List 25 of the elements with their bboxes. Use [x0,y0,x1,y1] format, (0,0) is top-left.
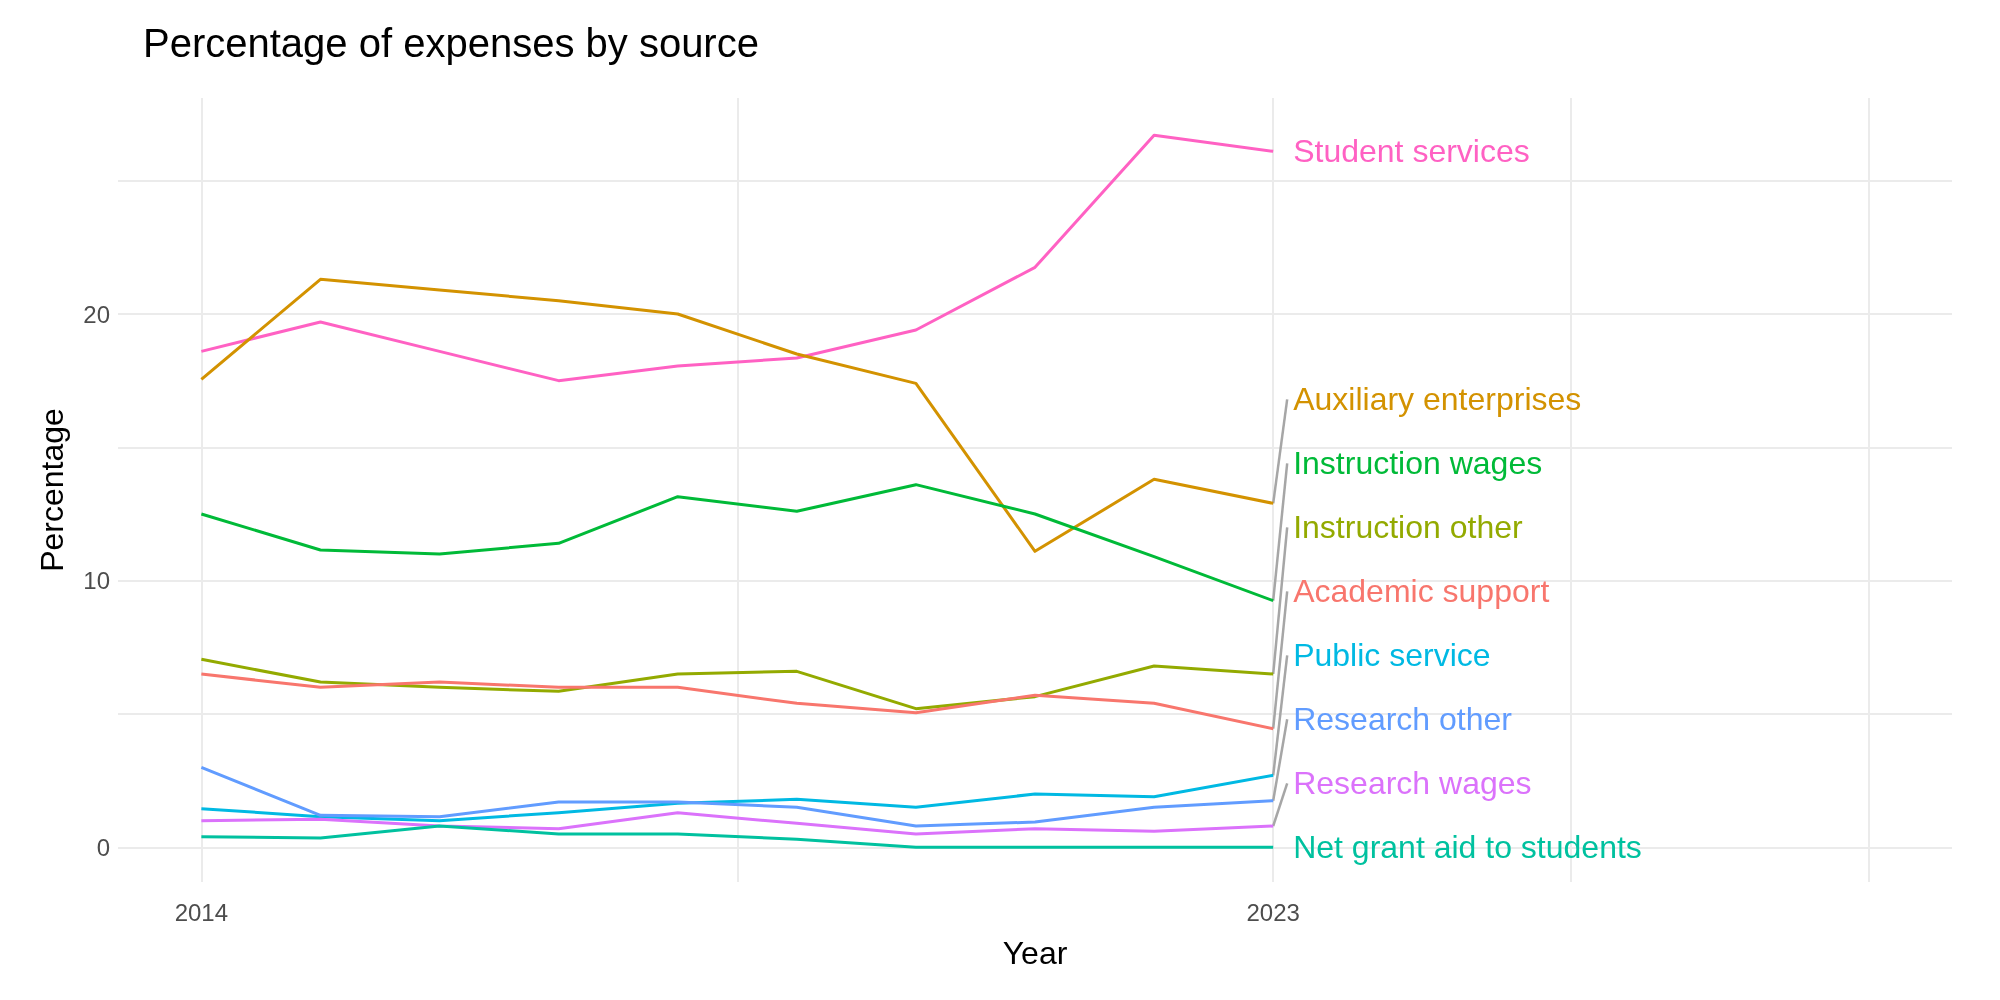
line-series [199,133,1275,383]
x-tick-label: 2014 [174,898,229,926]
line-series [199,773,1275,823]
line-series [199,483,1275,603]
series-label: Net grant aid to students [1293,829,1642,866]
x-axis-title: Year [1002,935,1068,971]
text: Auxiliary enterprises [1293,381,1582,418]
line-series [199,811,1275,836]
series-label: Research wages [1293,765,1532,802]
text: Public service [1293,637,1491,674]
text: Research other [1293,701,1513,738]
text: Academic support [1293,573,1550,610]
line-series [199,824,1275,849]
chart-title: Percentage of expenses by source [143,21,759,65]
x-tick-label: 2023 [1246,898,1300,926]
line-series [199,765,1275,828]
series-label: Student services [1293,133,1530,170]
text: Instruction other [1293,509,1523,546]
y-tick-label: 0 [96,833,110,861]
y-tick-label: 20 [83,300,110,328]
y-axis-title: Percentage [34,408,70,572]
line-series [199,672,1275,731]
line-series [199,277,1275,553]
text: Instruction wages [1293,445,1543,482]
y-tick-label: 10 [83,567,110,595]
